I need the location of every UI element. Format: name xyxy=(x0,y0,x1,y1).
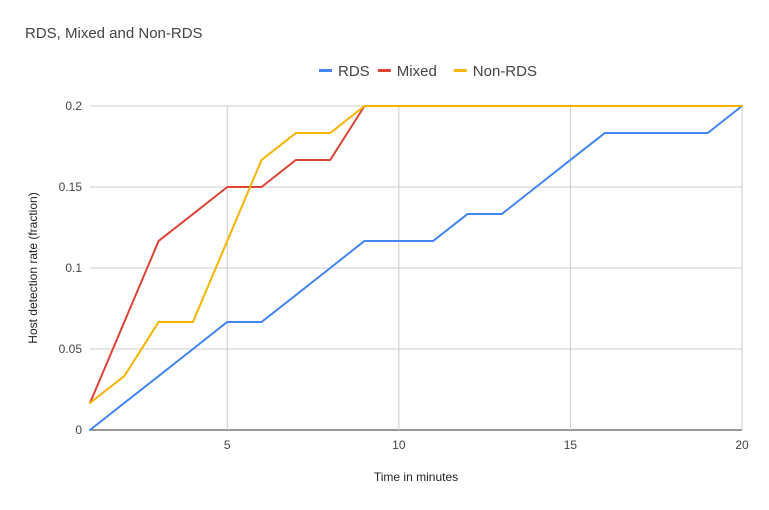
legend-label: Mixed xyxy=(397,63,437,80)
legend-label: RDS xyxy=(338,63,370,80)
grid-layer xyxy=(90,105,743,431)
legend-swatch xyxy=(377,69,391,72)
axis-layer: 0 0.05 0.1 0.15 0.2 5 10 15 20 xyxy=(59,99,749,452)
legend-item-non-rds[interactable]: Non-RDS xyxy=(453,63,537,80)
y-tick-label: 0.2 xyxy=(65,99,82,113)
series-line-non-rds[interactable] xyxy=(89,105,743,404)
legend-swatch xyxy=(453,69,467,72)
y-tick-label: 0.15 xyxy=(59,180,83,194)
y-axis-title: Host detection rate (fraction) xyxy=(26,192,40,343)
legend-item-mixed[interactable]: Mixed xyxy=(377,63,437,80)
chart-title: RDS, Mixed and Non-RDS xyxy=(25,25,203,42)
x-tick-label: 5 xyxy=(224,438,231,452)
legend[interactable]: RDS Mixed Non-RDS xyxy=(319,63,537,80)
x-tick-label: 20 xyxy=(735,438,749,452)
x-tick-label: 10 xyxy=(392,438,406,452)
series-line-rds[interactable] xyxy=(89,105,743,431)
y-tick-label: 0 xyxy=(75,423,82,437)
series-layer xyxy=(89,105,743,431)
x-tick-label: 15 xyxy=(564,438,578,452)
series-line-mixed[interactable] xyxy=(89,105,743,404)
x-axis-title: Time in minutes xyxy=(374,470,458,484)
y-tick-label: 0.1 xyxy=(65,261,82,275)
legend-label: Non-RDS xyxy=(473,63,537,80)
legend-item-rds[interactable]: RDS xyxy=(319,63,370,80)
legend-swatch xyxy=(319,69,332,72)
y-tick-label: 0.05 xyxy=(59,342,83,356)
